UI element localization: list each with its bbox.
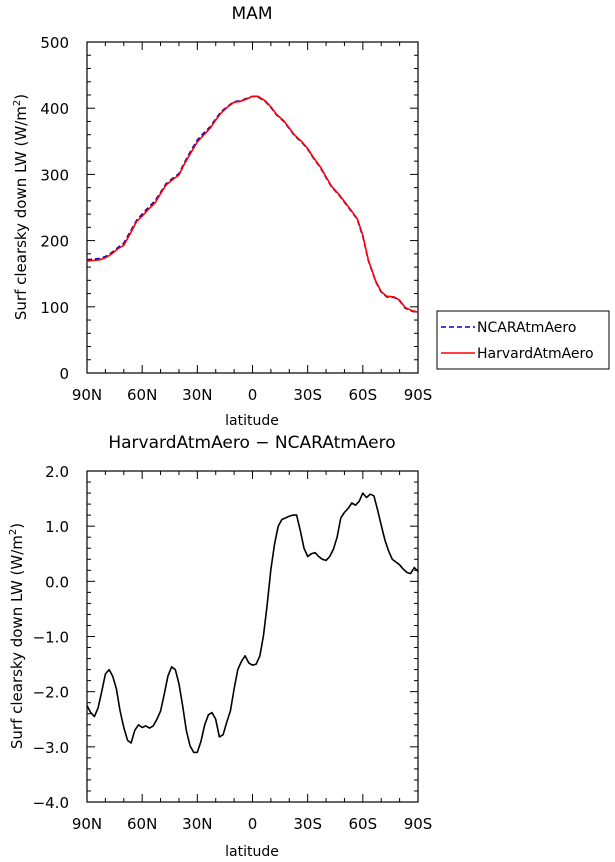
y-tick-label: 1.0: [45, 518, 69, 536]
y-tick-label: 2.0: [45, 463, 69, 481]
y-tick-label: 100: [40, 299, 69, 317]
top-series: [86, 95, 419, 313]
legend: NCARAtmAero HarvardAtmAero: [436, 310, 610, 370]
bottom-chart-title: HarvardAtmAero − NCARAtmAero: [108, 433, 395, 453]
x-tick-label: 30N: [182, 386, 212, 404]
x-tick-label: 0: [248, 386, 258, 404]
y-tick-label: 500: [40, 34, 69, 52]
legend-label-ncar: NCARAtmAero: [477, 320, 576, 336]
series-line-ncaratmaero: [86, 95, 419, 313]
x-tick-label: 90N: [72, 386, 102, 404]
x-tick-label: 90S: [404, 815, 433, 833]
x-tick-label: 60S: [349, 386, 378, 404]
x-tick-label: 30S: [293, 815, 322, 833]
bottom-y-axis-label: Surf clearsky down LW (W/m2): [8, 523, 26, 749]
y-tick-label: 200: [40, 233, 69, 251]
top-x-ticks: 90N 60N 30N 0 30S 60S 90S: [72, 42, 432, 404]
x-tick-label: 90S: [404, 386, 433, 404]
y-tick-label: −3.0: [33, 739, 69, 757]
top-y-axis-label-superscript: 2: [12, 100, 23, 106]
top-y-axis-label: Surf clearsky down LW (W/m2): [12, 94, 30, 320]
top-y-ticks: 0 100 200 300 400 500: [40, 34, 418, 383]
bottom-plot-frame: [86, 470, 419, 803]
bottom-series: [86, 492, 419, 754]
bottom-y-axis-label-main: Surf clearsky down LW (W/m: [8, 535, 26, 749]
x-tick-label: 60S: [349, 815, 378, 833]
bottom-x-ticks: 90N 60N 30N 0 30S 60S 90S: [72, 471, 432, 833]
top-x-axis-label: latitude: [225, 413, 279, 429]
top-y-axis-label-main: Surf clearsky down LW (W/m: [12, 106, 30, 320]
y-tick-label: 0: [59, 365, 69, 383]
bottom-y-axis-label-close: ): [8, 523, 26, 529]
x-tick-label: 60N: [127, 386, 157, 404]
top-y-axis-label-close: ): [12, 94, 30, 100]
y-tick-label: −2.0: [33, 684, 69, 702]
y-tick-label: −4.0: [33, 794, 69, 812]
top-plot-frame: [86, 41, 419, 374]
y-tick-label: 0.0: [45, 573, 69, 591]
legend-label-harvard: HarvardAtmAero: [477, 346, 594, 362]
series-line-harvardatmaero: [86, 95, 419, 313]
y-tick-label: 300: [40, 166, 69, 184]
bottom-y-axis-label-superscript: 2: [8, 529, 19, 535]
bottom-y-ticks: −4.0 −3.0 −2.0 −1.0 0.0 1.0 2.0: [33, 463, 418, 812]
x-tick-label: 0: [248, 815, 258, 833]
x-tick-label: 30N: [182, 815, 212, 833]
y-tick-label: −1.0: [33, 629, 69, 647]
series-line-difference: [86, 492, 419, 754]
y-tick-label: 400: [40, 100, 69, 118]
bottom-chart: HarvardAtmAero − NCARAtmAero −4.0 −3.0 −2.…: [8, 433, 432, 860]
top-chart: MAM 0 100 200 300 400 500 90N 60N 30N 0 30S 60S 90S…: [12, 4, 610, 429]
bottom-x-axis-label: latitude: [225, 844, 279, 860]
x-tick-label: 60N: [127, 815, 157, 833]
x-tick-label: 30S: [293, 386, 322, 404]
top-chart-title: MAM: [232, 4, 273, 24]
x-tick-label: 90N: [72, 815, 102, 833]
legend-box: [436, 310, 610, 370]
